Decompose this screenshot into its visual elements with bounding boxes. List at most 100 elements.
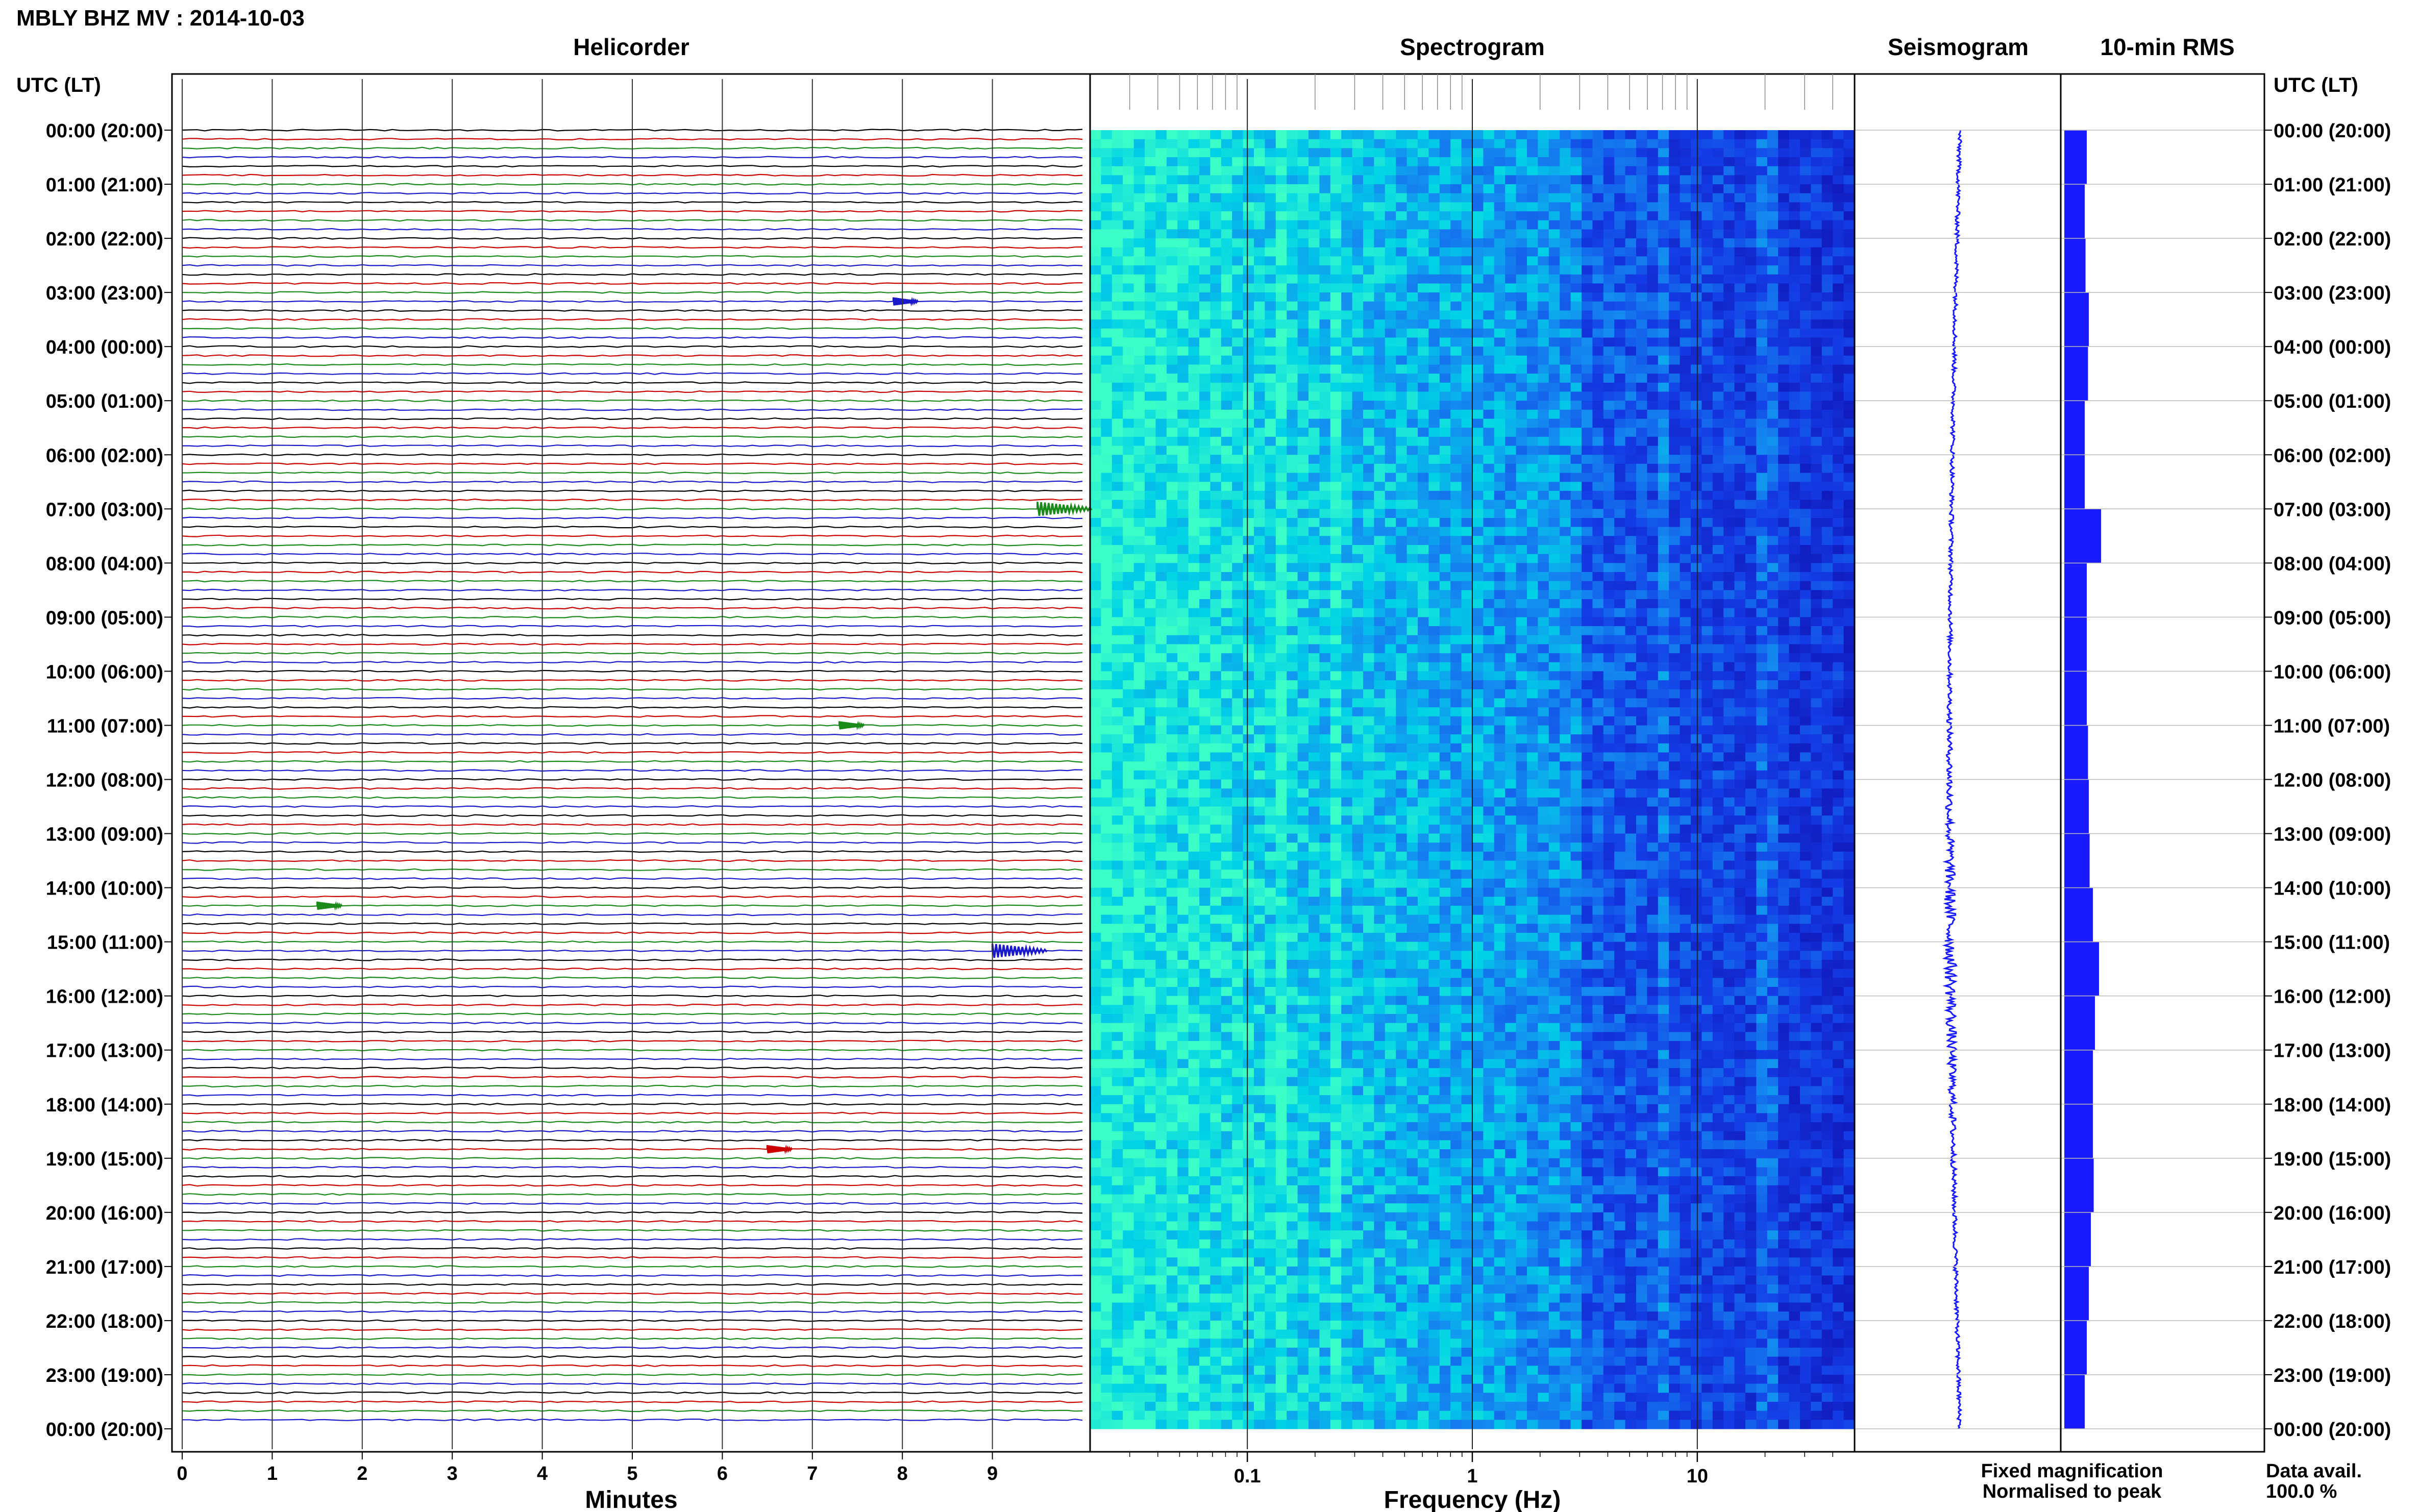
spectrogram-cell (1418, 265, 1429, 275)
spectrogram-cell (1309, 554, 1320, 563)
spectrogram-cell (1385, 211, 1396, 220)
spectrogram-cell (1756, 184, 1767, 193)
spectrogram-cell (1287, 284, 1298, 293)
spectrogram-cell (1767, 193, 1779, 203)
spectrogram-cell (1691, 265, 1702, 275)
spectrogram-cell (1167, 446, 1178, 455)
spectrogram-cell (1691, 437, 1702, 446)
spectrogram-cell (1778, 473, 1789, 482)
spectrogram-cell (1407, 707, 1418, 716)
spectrogram-cell (1723, 130, 1735, 139)
spectrogram-cell (1582, 247, 1593, 257)
spectrogram-cell (1582, 572, 1593, 581)
spectrogram-cell (1658, 292, 1669, 302)
spectrogram-cell (1745, 644, 1757, 653)
spectrogram-cell (1560, 284, 1571, 293)
spectrogram-cell (1822, 302, 1833, 311)
spectrogram-cell (1669, 184, 1680, 193)
spectrogram-cell (1407, 311, 1418, 320)
spectrogram-cell (1571, 455, 1582, 464)
spectrogram-cell (1549, 482, 1560, 491)
spectrogram-cell (1177, 365, 1189, 374)
spectrogram-cell (1789, 761, 1800, 771)
spectrogram-cell (1735, 302, 1746, 311)
spectrogram-cell (1385, 608, 1396, 617)
spectrogram-cell (1298, 464, 1309, 473)
spectrogram-cell (1745, 139, 1757, 148)
spectrogram-cell (1177, 329, 1189, 338)
spectrogram-cell (1483, 545, 1494, 554)
spectrogram-cell (1123, 500, 1134, 509)
spectrogram-cell (1123, 545, 1134, 554)
spectrogram-cell (1221, 220, 1232, 230)
spectrogram-cell (1538, 329, 1549, 338)
spectrogram-cell (1189, 563, 1200, 572)
spectrogram-cell (1571, 157, 1582, 166)
spectrogram-cell (1691, 527, 1702, 536)
spectrogram-cell (1385, 220, 1396, 230)
spectrogram-cell (1112, 329, 1123, 338)
spectrogram-cell (1603, 446, 1615, 455)
spectrogram-cell (1701, 220, 1713, 230)
spectrogram-cell (1822, 346, 1833, 356)
spectrogram-cell (1265, 392, 1276, 401)
spectrogram-cell (1636, 175, 1647, 184)
spectrogram-cell (1407, 608, 1418, 617)
spectrogram-cell (1276, 265, 1287, 275)
spectrogram-cell (1833, 311, 1844, 320)
spectrogram-cell (1571, 338, 1582, 347)
spectrogram-cell (1614, 590, 1625, 599)
spectrogram-cell (1341, 338, 1352, 347)
spectrogram-cell (1680, 374, 1691, 383)
spectrogram-cell (1462, 500, 1473, 509)
spectrogram-cell (1505, 698, 1516, 707)
spectrogram-cell (1625, 175, 1637, 184)
spectrogram-cell (1560, 365, 1571, 374)
spectrogram-cell (1287, 644, 1298, 653)
spectrogram-cell (1232, 302, 1243, 311)
spectrogram-cell (1134, 554, 1145, 563)
spectrogram-cell (1527, 572, 1538, 581)
spectrogram-cell (1287, 356, 1298, 365)
spectrogram-cell (1713, 193, 1724, 203)
spectrogram-cell (1516, 545, 1527, 554)
spectrogram-cell (1549, 626, 1560, 635)
spectrogram-cell (1625, 238, 1637, 247)
spectrogram-cell (1287, 229, 1298, 238)
spectrogram-cell (1440, 193, 1451, 203)
spectrogram-cell (1134, 726, 1145, 735)
spectrogram-cell (1582, 753, 1593, 762)
spectrogram-cell (1199, 626, 1211, 635)
spectrogram-cell (1767, 617, 1779, 626)
spectrogram-cell (1494, 545, 1505, 554)
spectrogram-cell (1341, 130, 1352, 139)
spectrogram-cell (1177, 392, 1189, 401)
spectrogram-cell (1560, 220, 1571, 230)
spectrogram-cell (1778, 527, 1789, 536)
spectrogram-cell (1309, 247, 1320, 257)
spectrogram-cell (1309, 383, 1320, 392)
spectrogram-cell (1177, 446, 1189, 455)
spectrogram-cell (1385, 617, 1396, 626)
spectrogram-cell (1560, 716, 1571, 726)
spectrogram-cell (1549, 383, 1560, 392)
spectrogram-cell (1844, 211, 1855, 220)
spectrogram-cell (1101, 356, 1112, 365)
spectrogram-cell (1319, 410, 1330, 419)
spectrogram-cell (1723, 473, 1735, 482)
spectrogram-cell (1210, 166, 1221, 176)
spectrogram-cell (1571, 491, 1582, 500)
spectrogram-cell (1625, 211, 1637, 220)
spectrogram-cell (1603, 437, 1615, 446)
spectrogram-cell (1625, 220, 1637, 230)
spectrogram-cell (1396, 599, 1407, 608)
spectrogram-cell (1527, 689, 1538, 699)
spectrogram-cell (1101, 184, 1112, 193)
spectrogram-cell (1330, 662, 1342, 672)
spectrogram-cell (1658, 671, 1669, 680)
spectrogram-cell (1385, 635, 1396, 645)
spectrogram-cell (1505, 229, 1516, 238)
spectrogram-cell (1177, 419, 1189, 428)
spectrogram-cell (1385, 419, 1396, 428)
spectrogram-cell (1428, 329, 1440, 338)
